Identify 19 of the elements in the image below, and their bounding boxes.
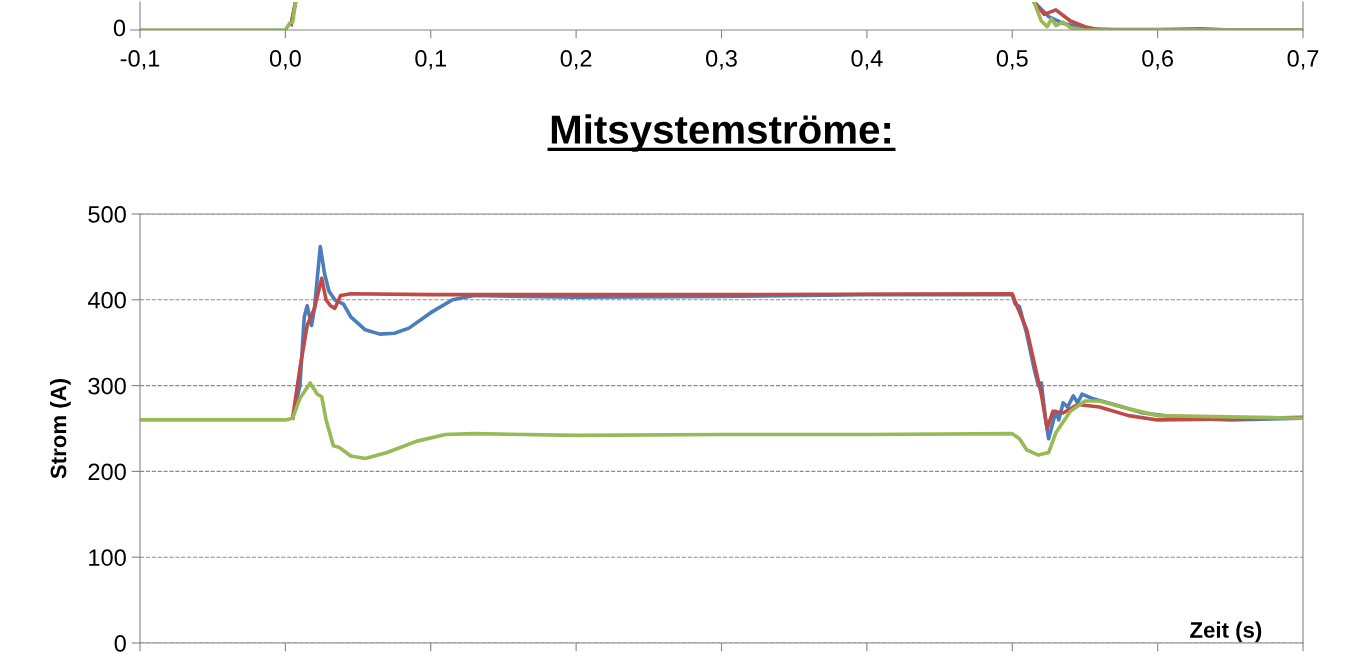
x-tick-label: 0,2 <box>560 50 592 70</box>
x-tick-label: 0,5 <box>996 50 1028 70</box>
y-tick-label: 500 <box>88 206 126 223</box>
x-tick-label: 0,4 <box>851 50 883 70</box>
y-tick-label: 0 <box>114 635 126 652</box>
x-axis-title: Zeit (s) <box>1190 621 1262 643</box>
x-tick-label: 0,7 <box>1287 50 1319 70</box>
y-tick-label: 400 <box>87 291 126 309</box>
x-tick-label: 0,6 <box>1142 50 1173 70</box>
x-tick-label: -0,1 <box>120 50 160 70</box>
y-tick-label: 100 <box>89 549 126 566</box>
x-tick-label: 0,1 <box>415 50 447 70</box>
chart-title: Mitsystemströme: <box>551 114 890 152</box>
x-tick-label: 0,0 <box>269 50 301 70</box>
y-axis-title: Strom (A) <box>50 378 71 479</box>
y-tick-label: 200 <box>88 463 126 481</box>
x-tick-label: 0,3 <box>706 50 737 70</box>
line-series <box>140 381 1303 461</box>
y-tick-label: 300 <box>88 377 126 395</box>
